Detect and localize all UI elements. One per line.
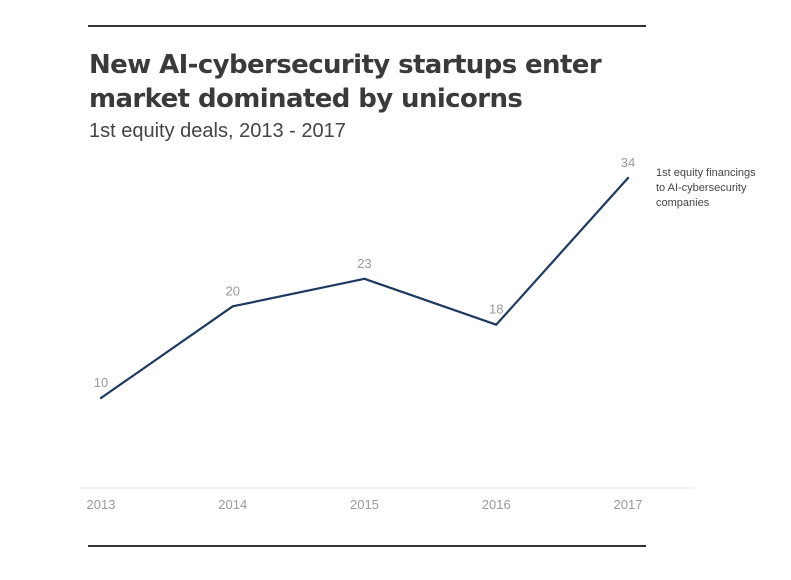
chart-title: New AI-cybersecurity startups enter mark… <box>89 50 602 114</box>
data-label-2013: 10 <box>94 375 108 390</box>
series-annotation-line-3: companies <box>656 197 710 209</box>
data-labels: 10 20 23 18 34 <box>94 155 635 390</box>
data-point-2014 <box>231 305 234 308</box>
data-point-2017 <box>626 176 630 180</box>
x-axis-ticks: 2013 2014 2015 2016 2017 <box>87 497 643 512</box>
data-label-2016: 18 <box>489 302 503 317</box>
data-point-2013 <box>99 396 103 400</box>
chart-subtitle: 1st equity deals, 2013 - 2017 <box>89 120 346 142</box>
bottom-rule <box>88 545 646 547</box>
series-annotation-line-2: to AI-cybersecurity <box>656 182 747 194</box>
data-point-2016 <box>495 323 498 326</box>
data-label-2015: 23 <box>357 256 371 271</box>
data-label-2017: 34 <box>621 155 635 170</box>
x-tick-label-2017: 2017 <box>614 497 643 512</box>
series-annotation: 1st equity financings to AI-cybersecurity… <box>656 167 756 209</box>
series-line <box>99 176 630 400</box>
top-rule <box>88 25 646 27</box>
series-annotation-line-1: 1st equity financings <box>656 167 756 179</box>
x-tick-label-2014: 2014 <box>218 497 247 512</box>
data-label-2014: 20 <box>226 283 240 298</box>
data-point-2015 <box>363 277 366 280</box>
series-group <box>99 176 630 400</box>
x-tick-label-2013: 2013 <box>87 497 116 512</box>
x-tick-label-2016: 2016 <box>482 497 511 512</box>
x-tick-label-2015: 2015 <box>350 497 379 512</box>
